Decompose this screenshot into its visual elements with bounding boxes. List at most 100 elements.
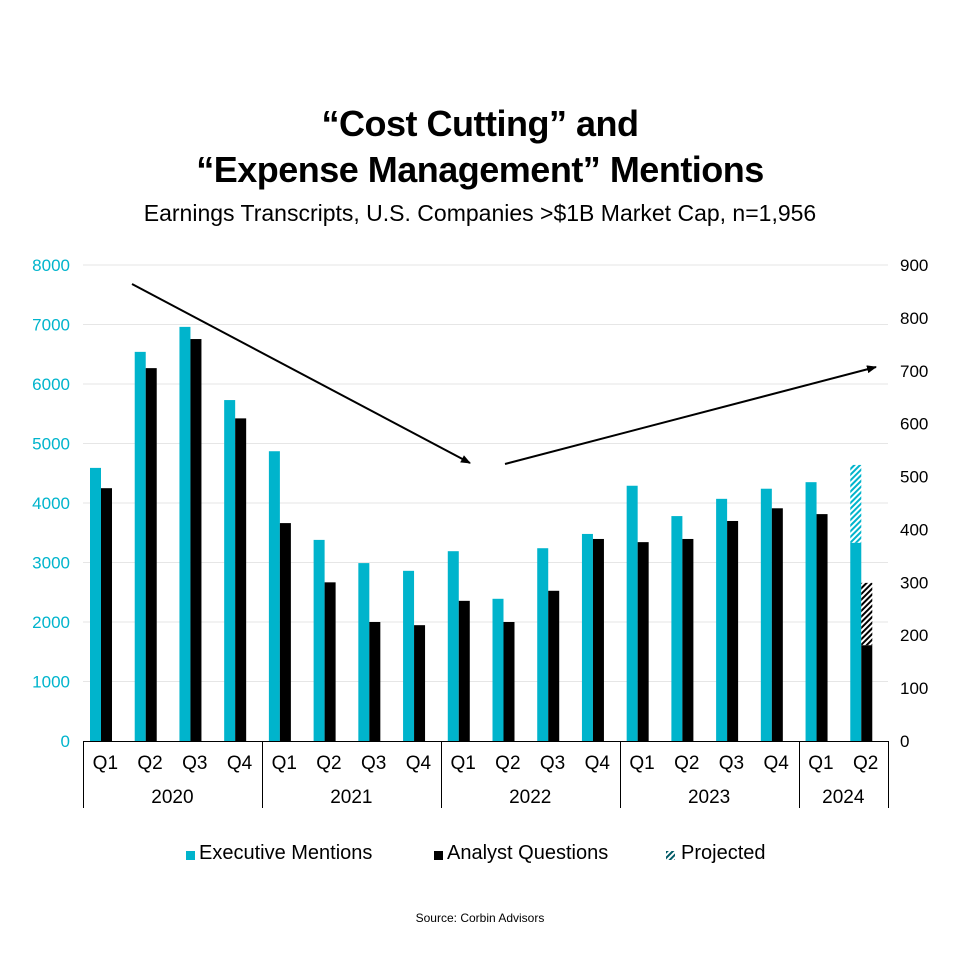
- bar-executive: [134, 351, 146, 741]
- x-tick-label: Q2: [316, 753, 341, 774]
- bar-analyst: [458, 600, 470, 741]
- x-group-label: 2024: [822, 787, 865, 808]
- bar-analyst: [682, 538, 694, 741]
- bar-analyst: [414, 625, 426, 741]
- bar-analyst: [145, 368, 157, 741]
- left-tick-label: 0: [61, 732, 70, 751]
- x-tick-label: Q2: [853, 753, 878, 774]
- right-tick-label: 800: [900, 309, 928, 328]
- bar-executive: [805, 482, 817, 741]
- x-tick-label: Q1: [629, 753, 654, 774]
- x-tick-label: Q1: [272, 753, 297, 774]
- left-tick-label: 5000: [32, 435, 70, 454]
- chart-title-line-2: “Expense Management” Mentions: [196, 149, 764, 190]
- x-tick-label: Q1: [93, 753, 118, 774]
- bar-executive: [626, 485, 638, 741]
- right-tick-label: 900: [900, 256, 928, 275]
- x-tick-label: Q1: [450, 753, 475, 774]
- bar-executive: [447, 551, 459, 741]
- bar-analyst: [816, 514, 828, 741]
- bar-executive: [492, 598, 504, 741]
- legend-item-analyst: Analyst Questions: [434, 842, 608, 865]
- left-axis-ticks: 0 1000 2000 3000 4000 5000 6000 7000 8000: [32, 256, 70, 751]
- x-axis: Q1 Q2 Q3 Q4 Q1 Q2 Q3 Q4 Q1 Q2 Q3 Q4 Q1 Q2 Q3 Q4 Q1 Q2 2020…: [83, 741, 889, 808]
- x-tick-label: Q4: [406, 753, 432, 774]
- legend-label-analyst: Analyst Questions: [447, 842, 609, 864]
- left-tick-label: 8000: [32, 256, 70, 275]
- left-tick-label: 2000: [32, 613, 70, 632]
- legend-label-executive: Executive Mentions: [199, 842, 373, 864]
- bar-executive: [581, 533, 593, 741]
- x-tick-label: Q4: [585, 753, 611, 774]
- legend-label-projected: Projected: [681, 842, 766, 864]
- x-tick-label: Q3: [719, 753, 744, 774]
- right-axis-ticks: 0 100 200 300 400 500 600 700 800 900: [900, 256, 928, 751]
- bar-analyst: [548, 590, 560, 741]
- legend-swatch-projected: [666, 851, 675, 860]
- legend: Executive Mentions Analyst Questions Pro…: [0, 842, 960, 872]
- gridlines: [83, 264, 888, 682]
- right-tick-label: 300: [900, 573, 928, 592]
- x-group-label: 2020: [151, 787, 193, 808]
- bar-executive: [90, 467, 101, 741]
- bar-executive: [358, 563, 370, 741]
- x-tick-label: Q3: [182, 753, 207, 774]
- bar-analyst: [727, 520, 739, 741]
- source-note: Source: Corbin Advisors: [415, 911, 545, 925]
- trend-arrow-down: [131, 283, 471, 464]
- bar-analyst: [235, 418, 247, 741]
- chart-title-line-1: “Cost Cutting” and: [321, 103, 639, 144]
- bar-executive: [179, 326, 191, 741]
- x-group-label: 2022: [509, 787, 551, 808]
- trend-arrows: [131, 283, 877, 465]
- x-tick-label: Q4: [764, 753, 790, 774]
- legend-swatch-executive: [186, 851, 195, 860]
- trend-arrow-up: [504, 365, 877, 465]
- x-tick-label: Q2: [495, 753, 520, 774]
- bar-analyst: [369, 622, 381, 741]
- x-tick-label: Q3: [540, 753, 565, 774]
- bar-executive: [716, 498, 728, 741]
- right-tick-label: 500: [900, 468, 928, 487]
- left-tick-label: 1000: [32, 673, 70, 692]
- bar-executive: [671, 516, 683, 741]
- right-tick-label: 600: [900, 415, 928, 434]
- bar-analyst: [190, 339, 202, 741]
- right-tick-label: 0: [900, 732, 909, 751]
- x-group-label: 2023: [688, 787, 730, 808]
- right-tick-label: 700: [900, 362, 928, 381]
- bar-executive: [403, 570, 415, 741]
- chart-subtitle: Earnings Transcripts, U.S. Companies >$1…: [143, 200, 817, 226]
- x-tick-label: Q2: [674, 753, 699, 774]
- bar-analyst: [503, 622, 515, 741]
- x-tick-label: Q1: [808, 753, 833, 774]
- x-group-label: 2021: [330, 787, 372, 808]
- bar-executive: [313, 539, 325, 741]
- bar-analyst: [101, 488, 112, 741]
- x-tick-label: Q2: [137, 753, 162, 774]
- bar-analyst: [279, 523, 291, 741]
- bar-executive: [268, 451, 280, 741]
- bar-analyst: [771, 508, 783, 741]
- right-tick-label: 200: [900, 626, 928, 645]
- bar-executive: [224, 400, 236, 741]
- legend-swatch-analyst: [434, 851, 443, 860]
- bar-analyst: [592, 538, 604, 741]
- bar-executive-projected: [850, 464, 862, 543]
- right-tick-label: 100: [900, 679, 928, 698]
- right-tick-label: 400: [900, 520, 928, 539]
- bar-analyst: [637, 542, 649, 741]
- x-tick-label: Q3: [361, 753, 386, 774]
- bar-analyst: [324, 582, 336, 741]
- legend-item-executive: Executive Mentions: [186, 842, 372, 865]
- left-tick-label: 6000: [32, 375, 70, 394]
- bar-analyst-projected: [861, 582, 873, 646]
- left-tick-label: 4000: [32, 494, 70, 513]
- left-tick-label: 3000: [32, 554, 70, 573]
- bar-executive: [537, 548, 549, 741]
- bar-executive: [850, 542, 862, 741]
- bars: [90, 326, 873, 741]
- left-tick-label: 7000: [32, 316, 70, 335]
- x-tick-label: Q4: [227, 753, 253, 774]
